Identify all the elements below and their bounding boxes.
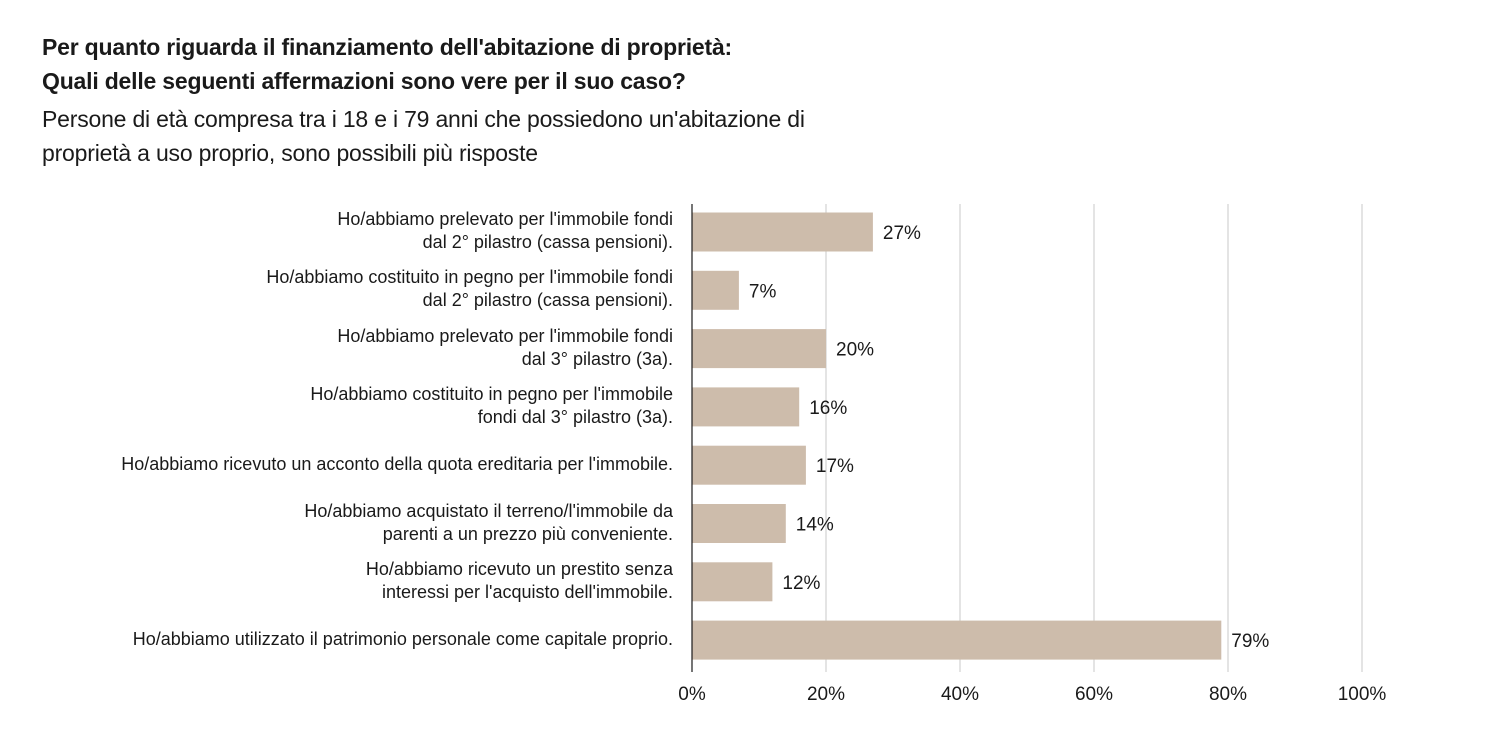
data-label: 17% <box>816 456 854 477</box>
gridlines <box>825 204 1363 672</box>
x-tick-label: 20% <box>807 684 845 705</box>
bar <box>692 620 1222 660</box>
category-label: Ho/abbiamo ricevuto un prestito senza in… <box>365 558 673 602</box>
chart-title-line-1: Per quanto riguarda il finanziamento del… <box>42 34 733 60</box>
bar <box>692 445 806 485</box>
chart-title-line-2: Quali delle seguenti affermazioni sono v… <box>42 68 686 94</box>
bar <box>692 504 786 543</box>
category-label: Ho/abbiamo costituito in pegno per l'imm… <box>310 383 673 427</box>
category-label: Ho/abbiamo acquistato il terreno/l'immob… <box>304 500 673 544</box>
data-label: 14% <box>796 515 834 536</box>
data-label: 79% <box>1231 631 1269 652</box>
x-tick-label: 0% <box>678 684 706 705</box>
category-label: Ho/abbiamo prelevato per l'immobile fond… <box>337 209 673 252</box>
category-label: Ho/abbiamo ricevuto un acconto della quo… <box>121 453 673 474</box>
x-tick-label: 60% <box>1075 684 1113 705</box>
chart-subtitle-line-2: proprietà a uso proprio, sono possibili … <box>42 140 538 166</box>
data-label: 16% <box>809 398 847 419</box>
chart-subtitle: Persone di età compresa tra i 18 e i 79 … <box>42 102 1002 170</box>
category-label: Ho/abbiamo prelevato per l'immobile fond… <box>337 325 673 369</box>
x-tick-label: 100% <box>1338 684 1387 705</box>
bar <box>692 387 800 427</box>
data-label: 7% <box>749 281 777 302</box>
value-labels: 27% 7% 20% 16% 17% 14% 12% 79% <box>749 223 1270 652</box>
data-label: 27% <box>883 223 921 244</box>
x-tick-label: 80% <box>1209 684 1247 705</box>
x-tick-label: 40% <box>941 684 979 705</box>
chart-title: Per quanto riguarda il finanziamento del… <box>42 30 732 98</box>
bar <box>692 562 773 602</box>
data-label: 20% <box>836 340 874 361</box>
bar <box>692 212 873 252</box>
bars <box>692 212 1222 660</box>
bar <box>692 329 826 369</box>
data-label: 12% <box>782 573 820 594</box>
category-label: Ho/abbiamo utilizzato il patrimonio pers… <box>132 628 673 649</box>
chart-subtitle-line-1: Persone di età compresa tra i 18 e i 79 … <box>42 106 805 132</box>
x-axis-ticks: 0% 20% 40% 60% 80% 100% <box>678 684 1386 705</box>
bar <box>692 270 739 310</box>
category-label: Ho/abbiamo costituito in pegno per l'imm… <box>266 267 673 311</box>
